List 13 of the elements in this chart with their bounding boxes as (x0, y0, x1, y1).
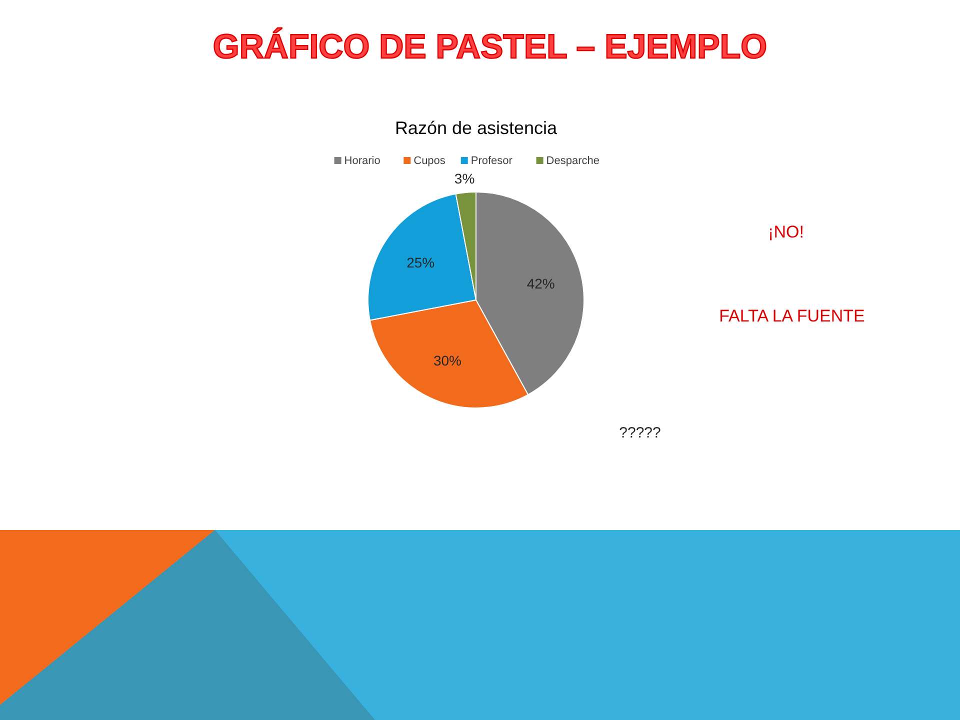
legend-label: Profesor (470, 155, 513, 167)
chart-title: GRÁFICO DE PASTEL – EJEMPLO (212, 27, 768, 66)
text: ¡NO! (768, 222, 804, 242)
legend-label: Horario (344, 155, 380, 167)
legend-label: Cupos (414, 155, 446, 167)
data-label: 42% (526, 275, 555, 292)
data-label: 3% (454, 170, 475, 187)
data-label: 25% (406, 254, 435, 270)
legend-label: Desparche (546, 155, 600, 167)
data-label: 30% (433, 352, 462, 369)
text: ????? (619, 424, 661, 442)
text: FALTA LA FUENTE (719, 306, 865, 326)
chart-subtitle: Razón de asistencia (394, 118, 558, 138)
